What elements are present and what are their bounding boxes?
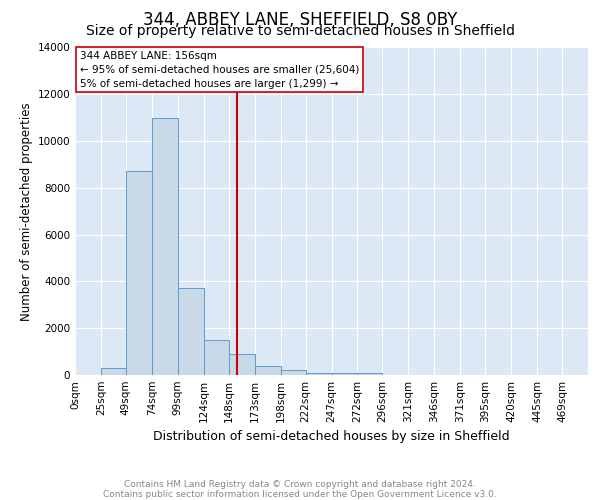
Bar — [254, 366, 281, 375]
Bar — [204, 340, 229, 375]
X-axis label: Distribution of semi-detached houses by size in Sheffield: Distribution of semi-detached houses by … — [153, 430, 510, 444]
Bar — [281, 370, 305, 375]
Bar — [305, 372, 331, 375]
Bar — [358, 372, 382, 375]
Bar — [331, 372, 358, 375]
Bar — [152, 118, 178, 375]
Text: 344 ABBEY LANE: 156sqm
← 95% of semi-detached houses are smaller (25,604)
5% of : 344 ABBEY LANE: 156sqm ← 95% of semi-det… — [80, 51, 359, 89]
Bar — [126, 172, 152, 375]
Bar — [178, 288, 204, 375]
Bar — [101, 368, 126, 375]
Y-axis label: Number of semi-detached properties: Number of semi-detached properties — [20, 102, 33, 320]
Text: Contains HM Land Registry data © Crown copyright and database right 2024.
Contai: Contains HM Land Registry data © Crown c… — [103, 480, 497, 499]
Text: Size of property relative to semi-detached houses in Sheffield: Size of property relative to semi-detach… — [86, 24, 515, 38]
Text: 344, ABBEY LANE, SHEFFIELD, S8 0BY: 344, ABBEY LANE, SHEFFIELD, S8 0BY — [143, 11, 457, 29]
Bar — [229, 354, 254, 375]
